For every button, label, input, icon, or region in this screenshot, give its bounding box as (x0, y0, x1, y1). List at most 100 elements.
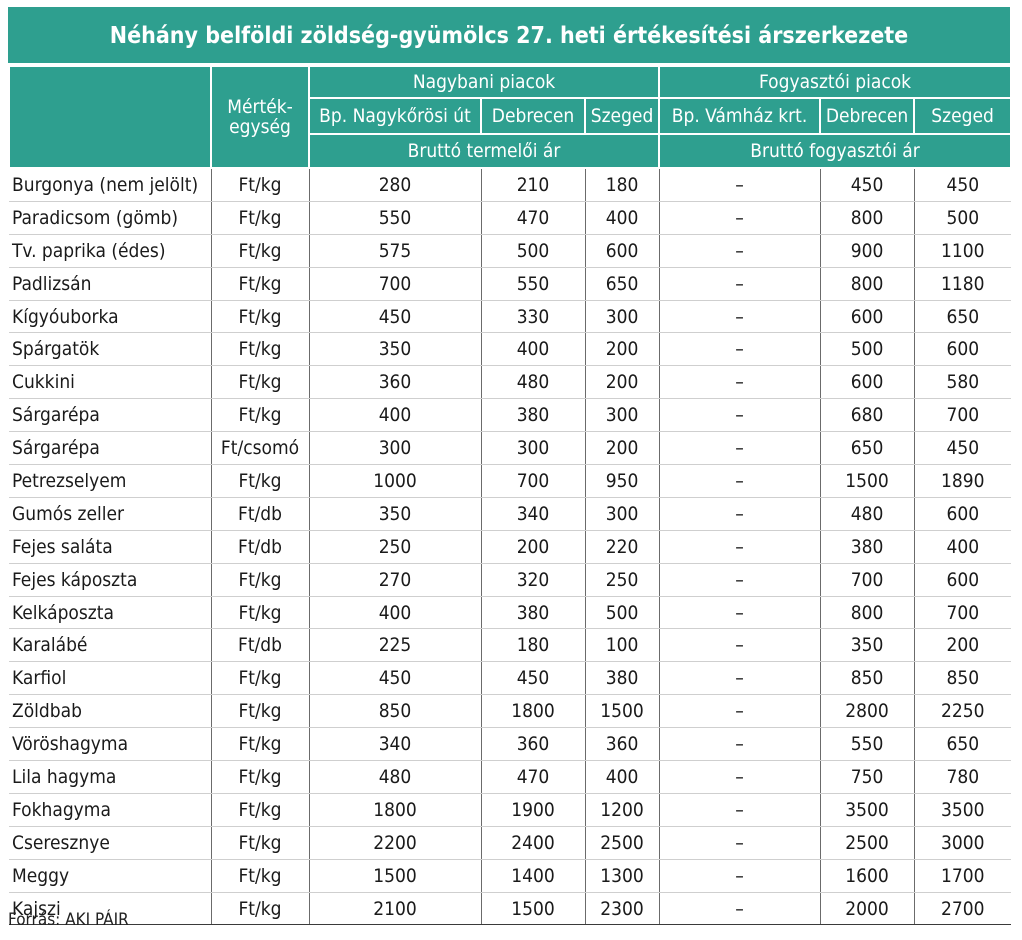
price-cell: 340 (481, 497, 586, 531)
product-name: Burgonya (nem jelölt) (9, 168, 212, 202)
price-cell: 700 (481, 464, 586, 498)
price-cell: 250 (585, 563, 660, 597)
product-name: Spárgatök (9, 332, 212, 367)
price-cell: – (659, 201, 821, 235)
price-cell: 600 (820, 365, 915, 400)
table-title: Néhány belföldi zöldség-gyümölcs 27. het… (8, 7, 1010, 65)
product-name: Petrezselyem (9, 464, 212, 498)
price-cell: 1180 (914, 267, 1012, 301)
price-cell: 200 (585, 332, 660, 367)
price-cell: 350 (309, 332, 482, 367)
unit-cell: Ft/db (211, 628, 310, 663)
price-cell: 200 (585, 431, 660, 466)
price-cell: 1500 (820, 464, 915, 498)
price-cell: 380 (820, 530, 915, 564)
table-row: Fokhagyma Ft/kg 1800 1900 1200–3500 3500 (9, 793, 1012, 827)
table-row: Meggy Ft/kg 1500 1400 1300–1600 1700 (9, 859, 1012, 893)
price-cell: 250 (309, 530, 482, 564)
price-cell: 700 (914, 398, 1012, 433)
product-name: Zöldbab (9, 694, 212, 729)
source-note: Forrás: AKI PÁIR (8, 910, 129, 930)
price-cell: 3500 (820, 793, 915, 827)
price-cell: 450 (309, 300, 482, 334)
price-cell: 225 (309, 628, 482, 663)
product-name: Fejes saláta (9, 530, 212, 564)
price-cell: 2800 (820, 694, 915, 729)
price-cell: 380 (481, 596, 586, 630)
price-cell: 600 (585, 234, 660, 268)
price-cell: 360 (481, 727, 586, 762)
product-name: Kelkáposzta (9, 596, 212, 630)
price-cell: 700 (309, 267, 482, 301)
unit-cell: Ft/kg (211, 892, 310, 926)
unit-cell: Ft/kg (211, 332, 310, 367)
price-cell: 200 (585, 365, 660, 400)
price-cell: 2250 (914, 694, 1012, 729)
price-cell: 2400 (481, 826, 586, 860)
price-cell: 700 (820, 563, 915, 597)
price-cell: 680 (820, 398, 915, 433)
unit-cell: Ft/kg (211, 859, 310, 893)
price-cell: 650 (914, 727, 1012, 762)
price-cell: 1100 (914, 234, 1012, 268)
price-cell: 1890 (914, 464, 1012, 498)
price-cell: – (659, 431, 821, 466)
table-row: Fejes saláta Ft/db 250 200 220–380 400 (9, 530, 1012, 564)
product-name: Gumós zeller (9, 497, 212, 531)
table-row: Lila hagyma Ft/kg 480 470 400–750 780 (9, 760, 1012, 794)
unit-cell: Ft/kg (211, 201, 310, 235)
unit-cell: Ft/kg (211, 727, 310, 762)
price-cell: 550 (309, 201, 482, 235)
product-name: Meggy (9, 859, 212, 893)
price-cell: 2700 (914, 892, 1012, 926)
header-group-wholesale: Nagybani piacok (307, 65, 661, 99)
price-cell: 650 (914, 300, 1012, 334)
price-cell: 320 (481, 563, 586, 597)
price-cell: 450 (309, 661, 482, 696)
unit-cell: Ft/kg (211, 267, 310, 301)
price-cell: 400 (585, 760, 660, 794)
table-row: Cukkini Ft/kg 360 480 200–600 580 (9, 365, 1012, 400)
product-name: Fokhagyma (9, 793, 212, 827)
header-market: Bp. Nagykőrösi út (308, 97, 482, 135)
price-cell: 380 (585, 661, 660, 696)
table-row: Sárgarépa Ft/kg 400 380 300–680 700 (9, 398, 1012, 433)
product-name: Padlizsán (9, 267, 212, 301)
price-cell: – (659, 332, 821, 367)
price-cell: 300 (585, 497, 660, 531)
unit-cell: Ft/kg (211, 793, 310, 827)
price-cell: 480 (309, 760, 482, 794)
price-cell: 400 (309, 596, 482, 630)
unit-cell: Ft/db (211, 530, 310, 564)
price-cell: 500 (481, 234, 586, 268)
product-name: Tv. paprika (édes) (9, 234, 212, 268)
price-cell: 100 (585, 628, 660, 663)
price-cell: 1400 (481, 859, 586, 893)
price-table-panel: Néhány belföldi zöldség-gyümölcs 27. het… (8, 7, 1013, 926)
price-cell: 450 (914, 431, 1012, 466)
price-cell: 500 (585, 596, 660, 630)
price-cell: 800 (820, 201, 915, 235)
price-cell: 1800 (481, 694, 586, 729)
price-cell: 1300 (585, 859, 660, 893)
price-cell: 200 (481, 530, 586, 564)
price-cell: 3500 (914, 793, 1012, 827)
price-cell: – (659, 168, 821, 202)
price-cell: 600 (914, 563, 1012, 597)
unit-cell: Ft/kg (211, 694, 310, 729)
price-cell: – (659, 497, 821, 531)
price-cell: 350 (820, 628, 915, 663)
product-name: Cseresznye (9, 826, 212, 860)
price-cell: 3000 (914, 826, 1012, 860)
price-cell: 900 (820, 234, 915, 268)
product-name: Karalábé (9, 628, 212, 663)
price-cell: – (659, 300, 821, 334)
unit-cell: Ft/kg (211, 234, 310, 268)
price-cell: 180 (585, 168, 660, 202)
header-sub-wholesale: Bruttó termelői ár (307, 133, 661, 169)
price-cell: 780 (914, 760, 1012, 794)
price-cell: 450 (481, 661, 586, 696)
price-cell: 360 (585, 727, 660, 762)
unit-cell: Ft/kg (211, 596, 310, 630)
header-unit: Mérték-egység (210, 65, 310, 169)
